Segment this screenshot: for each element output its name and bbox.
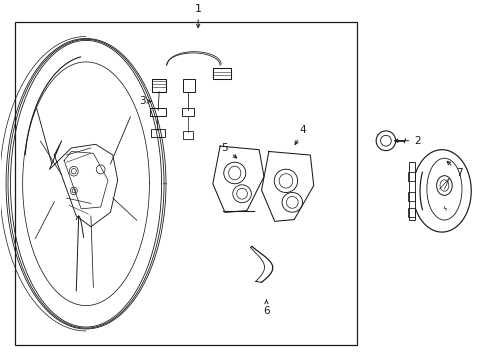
Bar: [150, 108, 165, 116]
Bar: [152, 79, 166, 92]
Bar: [15, 22, 356, 345]
Text: 3: 3: [139, 96, 151, 106]
Bar: [408, 162, 414, 220]
Text: ϟ: ϟ: [441, 206, 446, 212]
Bar: [407, 172, 414, 181]
Bar: [407, 192, 414, 201]
Text: 1: 1: [194, 4, 201, 14]
Bar: [182, 79, 194, 92]
Text: 7: 7: [446, 161, 462, 178]
Text: 2: 2: [394, 136, 420, 146]
Bar: [212, 68, 231, 79]
Text: 4: 4: [294, 125, 305, 144]
Text: 5: 5: [221, 143, 236, 158]
Bar: [182, 108, 194, 116]
Bar: [182, 131, 193, 139]
Bar: [151, 129, 164, 137]
Text: 6: 6: [263, 300, 269, 316]
Bar: [407, 208, 414, 217]
